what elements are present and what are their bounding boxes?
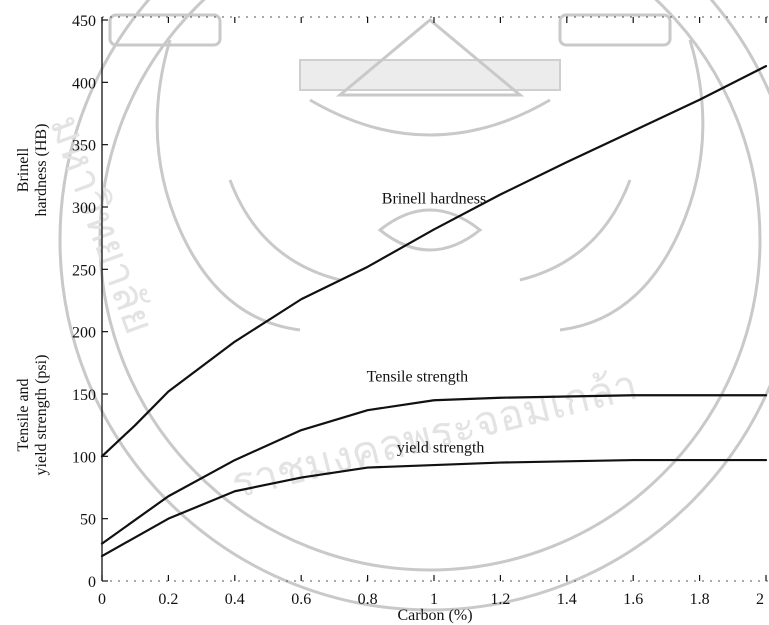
brinell-hardness-line bbox=[100, 65, 768, 458]
yield-strength-line bbox=[100, 458, 768, 558]
y-tick-label: 450 bbox=[72, 13, 96, 30]
watermark-text-left: มหาวิทยาลัย bbox=[40, 109, 161, 340]
y-axis-title-lower-line1: Tensile and bbox=[15, 378, 32, 451]
y-axis-title-lower-line2: yield strength (psi) bbox=[33, 355, 50, 476]
y-tick-label: 100 bbox=[72, 449, 96, 466]
y-tick-label: 150 bbox=[72, 387, 96, 404]
y-tick-label: 50 bbox=[80, 512, 96, 529]
x-tick-label: 1.8 bbox=[690, 591, 710, 608]
x-tick-label: 1.2 bbox=[490, 591, 510, 608]
y-axis-ticks: 0 50 100 150 200 250 300 350 400 450 bbox=[72, 13, 108, 591]
university-seal-watermark: ราชมงคลพระจอมเกล้า มหาวิทยาลัย bbox=[40, 0, 769, 612]
tensile-strength-line bbox=[100, 394, 768, 545]
brinell-hardness-label: Brinell hardness bbox=[382, 190, 486, 207]
y-tick-label: 0 bbox=[88, 574, 96, 591]
series-labels: Brinell hardness Tensile strength yield st… bbox=[367, 190, 487, 456]
y-axis-title-upper: Brinell hardness (HB) bbox=[15, 124, 50, 217]
x-tick-label: 0.4 bbox=[225, 591, 245, 608]
y-tick-label: 400 bbox=[72, 75, 96, 92]
tensile-strength-label: Tensile strength bbox=[367, 369, 469, 386]
yield-strength-label: yield strength bbox=[397, 440, 485, 457]
x-tick-label: 0 bbox=[98, 591, 106, 608]
x-tick-label: 1 bbox=[430, 591, 438, 608]
x-tick-label: 1.4 bbox=[557, 591, 577, 608]
y-tick-label: 200 bbox=[72, 325, 96, 342]
y-tick-label: 250 bbox=[72, 262, 96, 279]
y-axis-title-upper-line2: hardness (HB) bbox=[33, 124, 50, 217]
x-tick-label: 2 bbox=[756, 591, 764, 608]
y-tick-label: 350 bbox=[72, 138, 96, 155]
y-axis-title-lower: Tensile and yield strength (psi) bbox=[15, 355, 50, 476]
x-tick-label: 1.6 bbox=[623, 591, 643, 608]
x-axis-ticks: 0 0.2 0.4 0.6 0.8 1 1.2 1.4 1.6 1.8 2 bbox=[98, 17, 767, 608]
y-tick-label: 300 bbox=[72, 200, 96, 217]
x-axis-title: Carbon (%) bbox=[397, 607, 472, 624]
series-lines bbox=[100, 65, 768, 558]
y-axis-title-upper-line1: Brinell bbox=[15, 147, 32, 192]
x-tick-label: 0.6 bbox=[291, 591, 311, 608]
x-tick-label: 0.8 bbox=[358, 591, 378, 608]
x-tick-label: 0.2 bbox=[158, 591, 178, 608]
